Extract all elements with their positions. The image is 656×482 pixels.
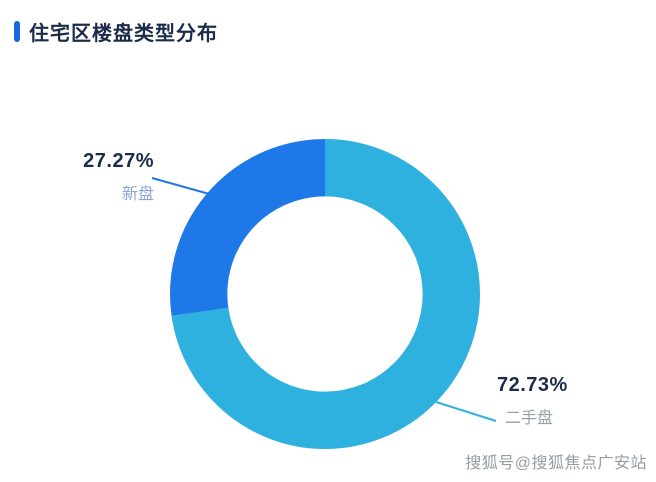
donut-segment-二手盘: [170, 139, 480, 449]
chart-header: 住宅区楼盘类型分布: [14, 17, 218, 46]
callout-secondhand: 72.73% 二手盘: [497, 374, 568, 428]
callout-new-line: [151, 177, 221, 198]
callout-new-percent: 27.27%: [83, 150, 154, 172]
watermark: 搜狐号@搜狐焦点广安站: [465, 455, 647, 472]
callout-secondhand-line: [435, 401, 497, 422]
callout-secondhand-percent: 72.73%: [497, 374, 568, 396]
callout-secondhand-label: 二手盘: [505, 410, 554, 427]
chart-title: 住宅区楼盘类型分布: [29, 23, 218, 45]
callout-new-label: 新盘: [121, 186, 154, 203]
callout-new: 27.27% 新盘: [60, 150, 154, 204]
title-accent-bar: [14, 21, 20, 42]
